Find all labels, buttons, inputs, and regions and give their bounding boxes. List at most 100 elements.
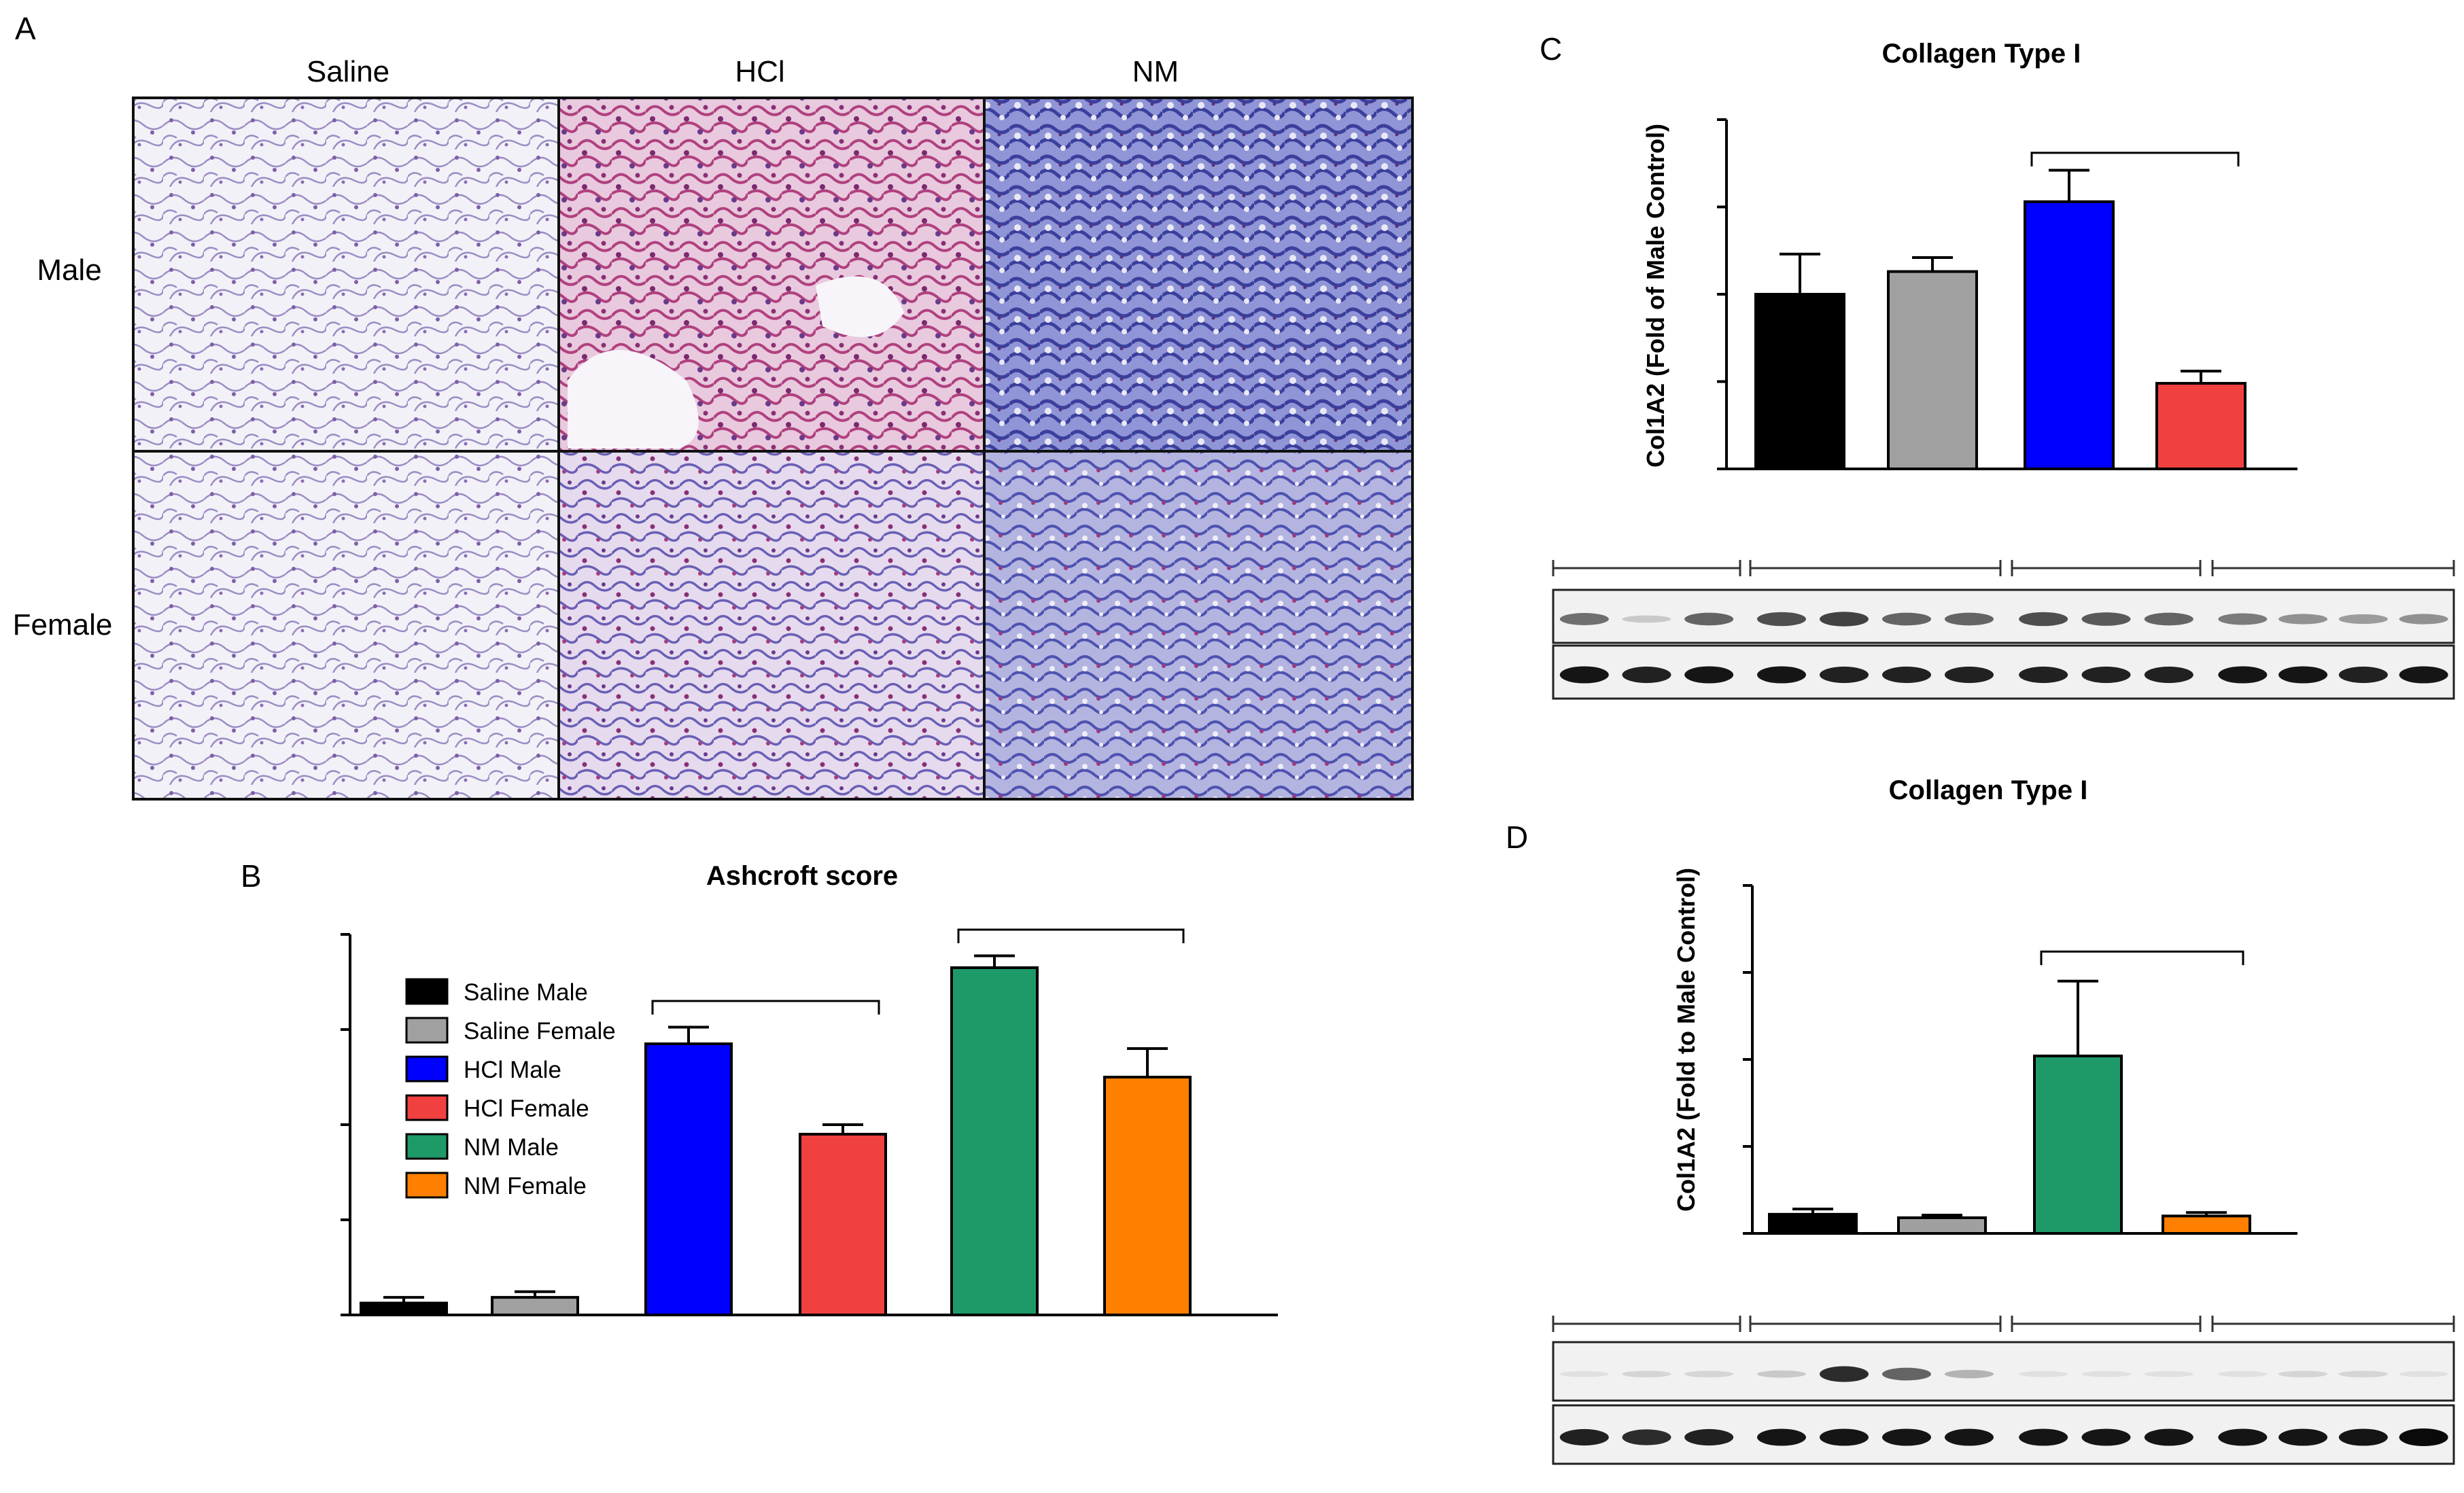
blot-band	[2144, 612, 2193, 626]
blot-group-bracket	[2211, 560, 2455, 576]
legend-swatch	[405, 978, 449, 1005]
blot-group-bracket	[2011, 560, 2202, 576]
bar-hcl-male	[644, 1042, 733, 1316]
blot-band	[1622, 615, 1671, 623]
bar-female-hcl	[2155, 382, 2246, 471]
blot-band	[2218, 613, 2268, 625]
micrograph-female-saline	[133, 451, 559, 799]
blot-band	[2019, 1428, 2068, 1446]
blot-band	[2399, 1371, 2448, 1377]
legend-label: NM Female	[464, 1173, 587, 1199]
bar-hcl-female	[799, 1133, 887, 1316]
blot-band	[2278, 614, 2328, 625]
blot-band	[2081, 612, 2131, 626]
chart-d-title: Collagen Type I	[1889, 775, 2088, 805]
legend-swatch	[405, 1017, 449, 1044]
legend-label: HCl Female	[464, 1095, 589, 1122]
blot-band	[2338, 614, 2388, 625]
micrograph-grid	[132, 96, 1414, 801]
chart-b-title: Ashcroft score	[706, 861, 898, 891]
airspace	[816, 276, 904, 337]
blot-band	[2399, 1428, 2448, 1446]
blot-band	[1559, 1428, 1609, 1446]
significance-bracket	[651, 1000, 880, 1015]
bar-male-control	[1768, 1212, 1858, 1235]
bar-female-control	[2033, 1054, 2123, 1235]
panel-d: D Collagen Type I Col1A2 (Fold to Male C…	[1506, 775, 2455, 1465]
blot-band	[2218, 1428, 2268, 1446]
blot-band	[1882, 1428, 1931, 1446]
legend-swatch	[405, 1055, 449, 1083]
bar-female-control	[2024, 200, 2115, 470]
chart-b	[341, 928, 1278, 1316]
blot-band	[2218, 666, 2268, 684]
legend-swatch	[405, 1094, 449, 1121]
row-label-female: Female	[13, 608, 113, 642]
bar-female-nm	[2162, 1214, 2251, 1235]
blot-group-bracket	[2011, 1316, 2202, 1332]
blot-group-bracket	[1552, 560, 1741, 576]
blot-band	[1820, 666, 1869, 684]
blot-strip	[1552, 1341, 2455, 1402]
panel-a-letter: A	[15, 11, 36, 46]
blot-group-bracket	[1749, 560, 2002, 576]
blot-band	[2278, 666, 2328, 684]
significance-bracket	[2030, 152, 2240, 166]
blot-band	[1882, 1367, 1931, 1381]
panel-d-letter: D	[1506, 820, 1528, 855]
blot-band	[1622, 666, 1671, 684]
bar-nm-male	[950, 966, 1039, 1316]
blot-band	[1622, 1429, 1671, 1445]
micrograph-female-nm	[984, 451, 1412, 799]
blot-band	[2081, 1371, 2131, 1377]
blot-band	[1882, 666, 1931, 684]
blot-band	[2019, 612, 2068, 627]
blot-band	[2338, 1428, 2388, 1446]
micrograph-female-hcl	[559, 451, 984, 799]
significance-bracket	[957, 928, 1185, 943]
blot-band	[1945, 612, 1994, 626]
micrograph-male-nm	[984, 98, 1412, 451]
blot-band	[1684, 1428, 1734, 1446]
blot-band	[2144, 1371, 2193, 1377]
blot-band	[1820, 1366, 1869, 1382]
blot-band	[2399, 666, 2448, 684]
bar-nm-female	[1103, 1076, 1192, 1316]
bar-saline-male	[360, 1301, 448, 1316]
panel-b-letter: B	[241, 858, 262, 894]
blot-band	[1882, 612, 1931, 626]
blot-band	[1684, 666, 1734, 684]
significance-bracket	[2040, 950, 2244, 966]
bar-male-nm	[1897, 1216, 1987, 1235]
column-label-hcl: HCl	[735, 55, 784, 88]
chart-c-ylabel: Col1A2 (Fold of Male Control)	[1642, 124, 1669, 468]
blot-band	[1757, 666, 1806, 684]
panel-b: B Ashcroft score Saline Male Saline Fema…	[241, 858, 1278, 1316]
chart-c-title: Collagen Type I	[1882, 39, 2081, 69]
blot-band	[1820, 612, 1869, 627]
blot-band	[1945, 1428, 1994, 1446]
blot-band	[2019, 1371, 2068, 1377]
blot-band	[1757, 1428, 1806, 1446]
blot-band	[1622, 1371, 1671, 1377]
blot-group-bracket	[2211, 1316, 2455, 1332]
chart-c	[1717, 118, 2297, 471]
panel-c: C Collagen Type I Col1A2 (Fold of Male C…	[1540, 31, 2455, 700]
bar-male-control	[1754, 293, 1845, 470]
blot-d	[1552, 1316, 2455, 1465]
blot-band	[2019, 666, 2068, 684]
blot-band	[1945, 1369, 1994, 1379]
chart-b-legend: Saline Male Saline Female HCl Male HCl F…	[405, 978, 616, 1199]
panel-a: A Saline HCl NM Male Female	[13, 11, 1414, 801]
blot-band	[1684, 1371, 1734, 1377]
row-label-male: Male	[37, 253, 101, 287]
blot-band	[2081, 666, 2131, 684]
blot-band	[1820, 1428, 1869, 1446]
legend-label: HCl Male	[464, 1057, 561, 1083]
legend-swatch	[405, 1172, 449, 1199]
blot-band	[2218, 1371, 2268, 1377]
legend-label: Saline Male	[464, 979, 588, 1006]
column-label-saline: Saline	[307, 55, 389, 88]
bar-male-hcl	[1887, 270, 1978, 470]
